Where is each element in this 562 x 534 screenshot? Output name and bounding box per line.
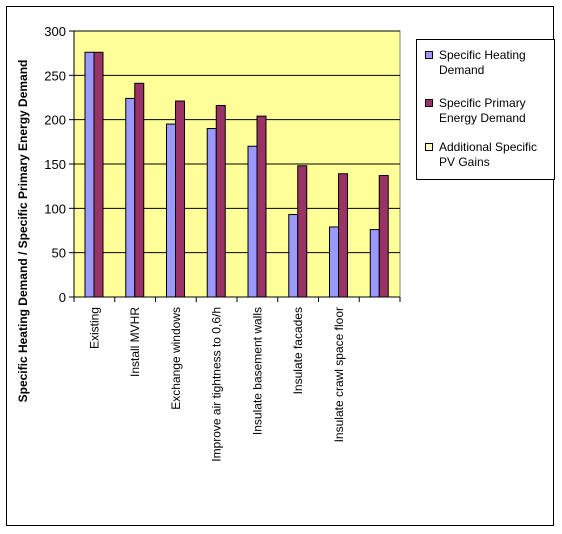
x-category-label: Exchange windows: [169, 307, 183, 410]
x-category-label: Improve air tightness to 0,6/h: [210, 307, 224, 462]
legend-swatch-pv: [425, 143, 433, 151]
x-category-label: Insulate crawl space floor: [332, 307, 346, 442]
legend-label-pv: Additional Specific PV Gains: [439, 140, 538, 169]
bar: [206, 128, 217, 298]
y-tick-label: 150: [44, 157, 66, 172]
bar: [175, 100, 185, 298]
x-category-label: Install MVHR: [128, 307, 142, 377]
bar: [215, 104, 226, 298]
x-category-label: Insulate facades: [291, 307, 305, 394]
chart-frame: 0 50 100 150 200 250 300 Existing Install MVHR Ex…: [6, 6, 555, 526]
y-tick-label: 200: [44, 113, 66, 128]
bar: [166, 123, 176, 298]
bar: [125, 97, 136, 298]
bar: [378, 175, 389, 298]
y-tick-label: 50: [52, 246, 66, 261]
bar: [288, 214, 299, 298]
bar: [338, 173, 348, 298]
x-category-label: Insulate basement walls: [250, 307, 264, 435]
legend-swatch-heating: [425, 51, 433, 59]
bar: [84, 51, 95, 298]
bar: [329, 226, 339, 298]
bar: [93, 51, 104, 298]
bar: [369, 229, 380, 298]
y-tick-label: 250: [44, 68, 66, 83]
y-axis-title: Specific Heating Demand / Specific Prima…: [16, 60, 30, 403]
bar: [297, 165, 308, 298]
bar: [134, 82, 145, 298]
bar-chart: 0 50 100 150 200 250 300 Existing Install MVHR Ex…: [16, 24, 401, 462]
bar: [256, 115, 267, 298]
y-tick-label: 0: [59, 290, 66, 305]
chart-legend: Specific Heating Demand Specific Primary…: [416, 39, 555, 180]
y-tick-label: 300: [44, 24, 66, 39]
legend-label-primary: Specific Primary Energy Demand: [439, 96, 526, 125]
x-category-label: Existing: [87, 307, 101, 349]
legend-swatch-primary: [425, 99, 433, 107]
y-tick-label: 100: [44, 201, 66, 216]
legend-label-heating: Specific Heating Demand: [439, 48, 526, 77]
bar: [247, 145, 258, 298]
